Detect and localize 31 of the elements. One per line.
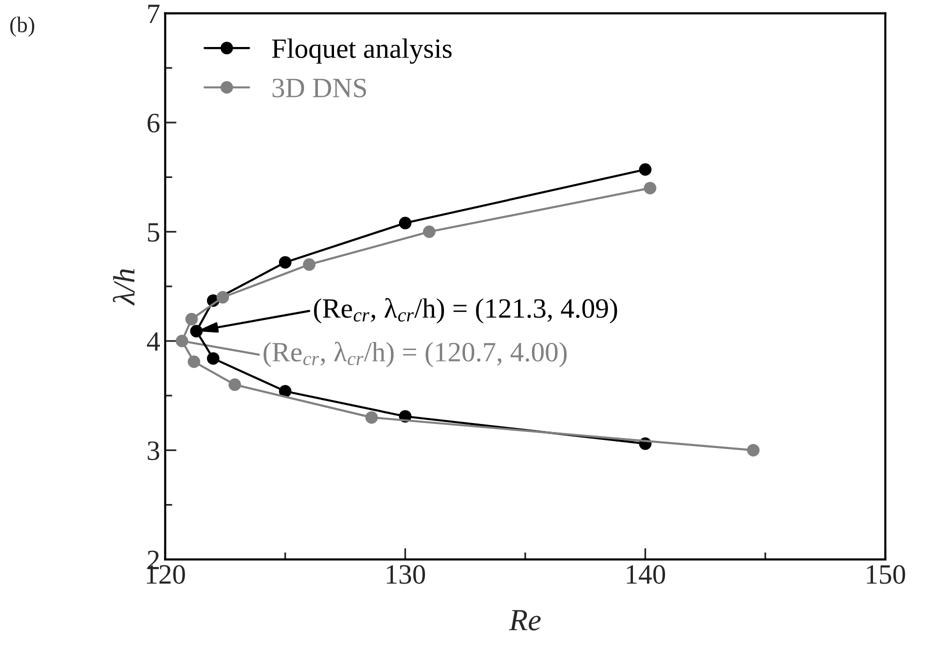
y-tick-label: 4 xyxy=(146,332,160,351)
point xyxy=(188,355,200,368)
point xyxy=(176,334,188,348)
y-axis-title: λ/h xyxy=(112,269,135,306)
x-tick-label: 150 xyxy=(866,565,906,584)
point xyxy=(302,258,316,271)
point xyxy=(644,182,656,194)
point xyxy=(398,216,412,230)
point xyxy=(747,444,760,456)
y-tick-label: 5 xyxy=(148,223,160,242)
y-tick-label: 6 xyxy=(148,114,160,132)
legend-label: Floquet analysis xyxy=(272,38,452,64)
annotation: (Re$_{cr}$, λ$_{cr}$/h) = (121.3, 4.09) xyxy=(314,298,618,324)
point xyxy=(365,411,378,424)
x-tick-label: 140 xyxy=(626,565,666,584)
point xyxy=(278,384,292,398)
annotation: (Re$_{cr}$, λ$_{cr}$/h) = (120.7, 4.00) xyxy=(264,342,567,368)
point xyxy=(422,226,436,238)
point xyxy=(228,378,242,391)
x-tick-label: 130 xyxy=(386,565,425,584)
point xyxy=(216,291,230,304)
y-tick-label: 7 xyxy=(148,4,160,23)
legend-label: 3D DNS xyxy=(272,78,366,98)
point xyxy=(190,324,203,338)
point xyxy=(639,163,652,176)
text: (b) xyxy=(10,16,34,37)
point xyxy=(278,256,292,269)
x-axis-title: Re xyxy=(508,610,541,630)
y-tick-label: 3 xyxy=(148,441,160,460)
point xyxy=(206,352,220,365)
point xyxy=(185,312,198,326)
